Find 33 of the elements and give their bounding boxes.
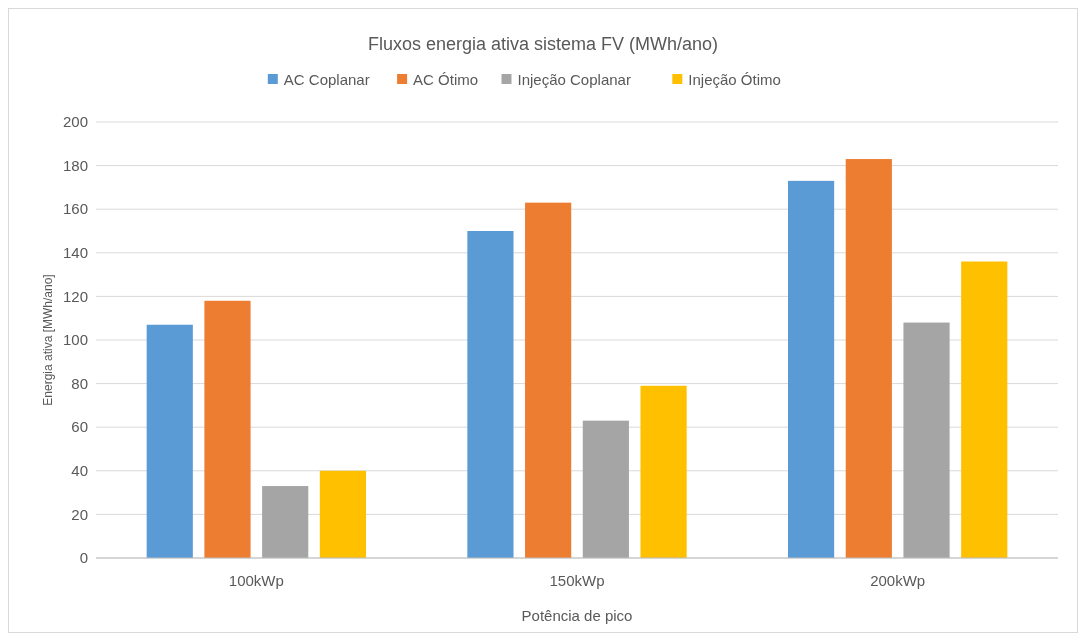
y-tick-label: 180 [62, 156, 88, 174]
y-tick-label: 0 [79, 549, 88, 567]
y-tick-label: 160 [62, 200, 88, 218]
y-tick-label: 60 [71, 418, 88, 436]
bar [525, 202, 572, 558]
legend-label: AC Ótimo [413, 71, 479, 89]
bar [582, 420, 629, 558]
bar [467, 231, 514, 558]
x-axis-title: Potência de pico [521, 607, 633, 624]
bar [204, 300, 251, 558]
legend-label: AC Coplanar [283, 71, 370, 89]
x-tick-label: 150kWp [549, 572, 605, 589]
y-tick-label: 200 [62, 113, 88, 131]
y-axis-title: Energia ativa [MWh/ano] [41, 274, 55, 406]
bar [845, 159, 892, 558]
y-tick-label: 20 [71, 505, 88, 523]
legend-label: Injeção Coplanar [517, 71, 631, 89]
bar [961, 261, 1008, 558]
bar [788, 180, 835, 558]
bar [146, 324, 193, 558]
y-tick-label: 100 [62, 331, 88, 349]
y-tick-label: 120 [62, 287, 88, 305]
legend-label: Injeção Ótimo [688, 71, 781, 89]
bar [640, 385, 687, 558]
x-tick-label: 200kWp [870, 572, 926, 589]
y-tick-label: 140 [62, 244, 88, 262]
y-tick-label: 40 [71, 462, 88, 480]
bar [262, 486, 309, 558]
bar [319, 470, 366, 558]
x-tick-label: 100kWp [228, 572, 284, 589]
chart-title: Fluxos energia ativa sistema FV (MWh/ano) [367, 34, 719, 54]
bar [903, 322, 950, 558]
y-tick-label: 80 [71, 374, 88, 392]
